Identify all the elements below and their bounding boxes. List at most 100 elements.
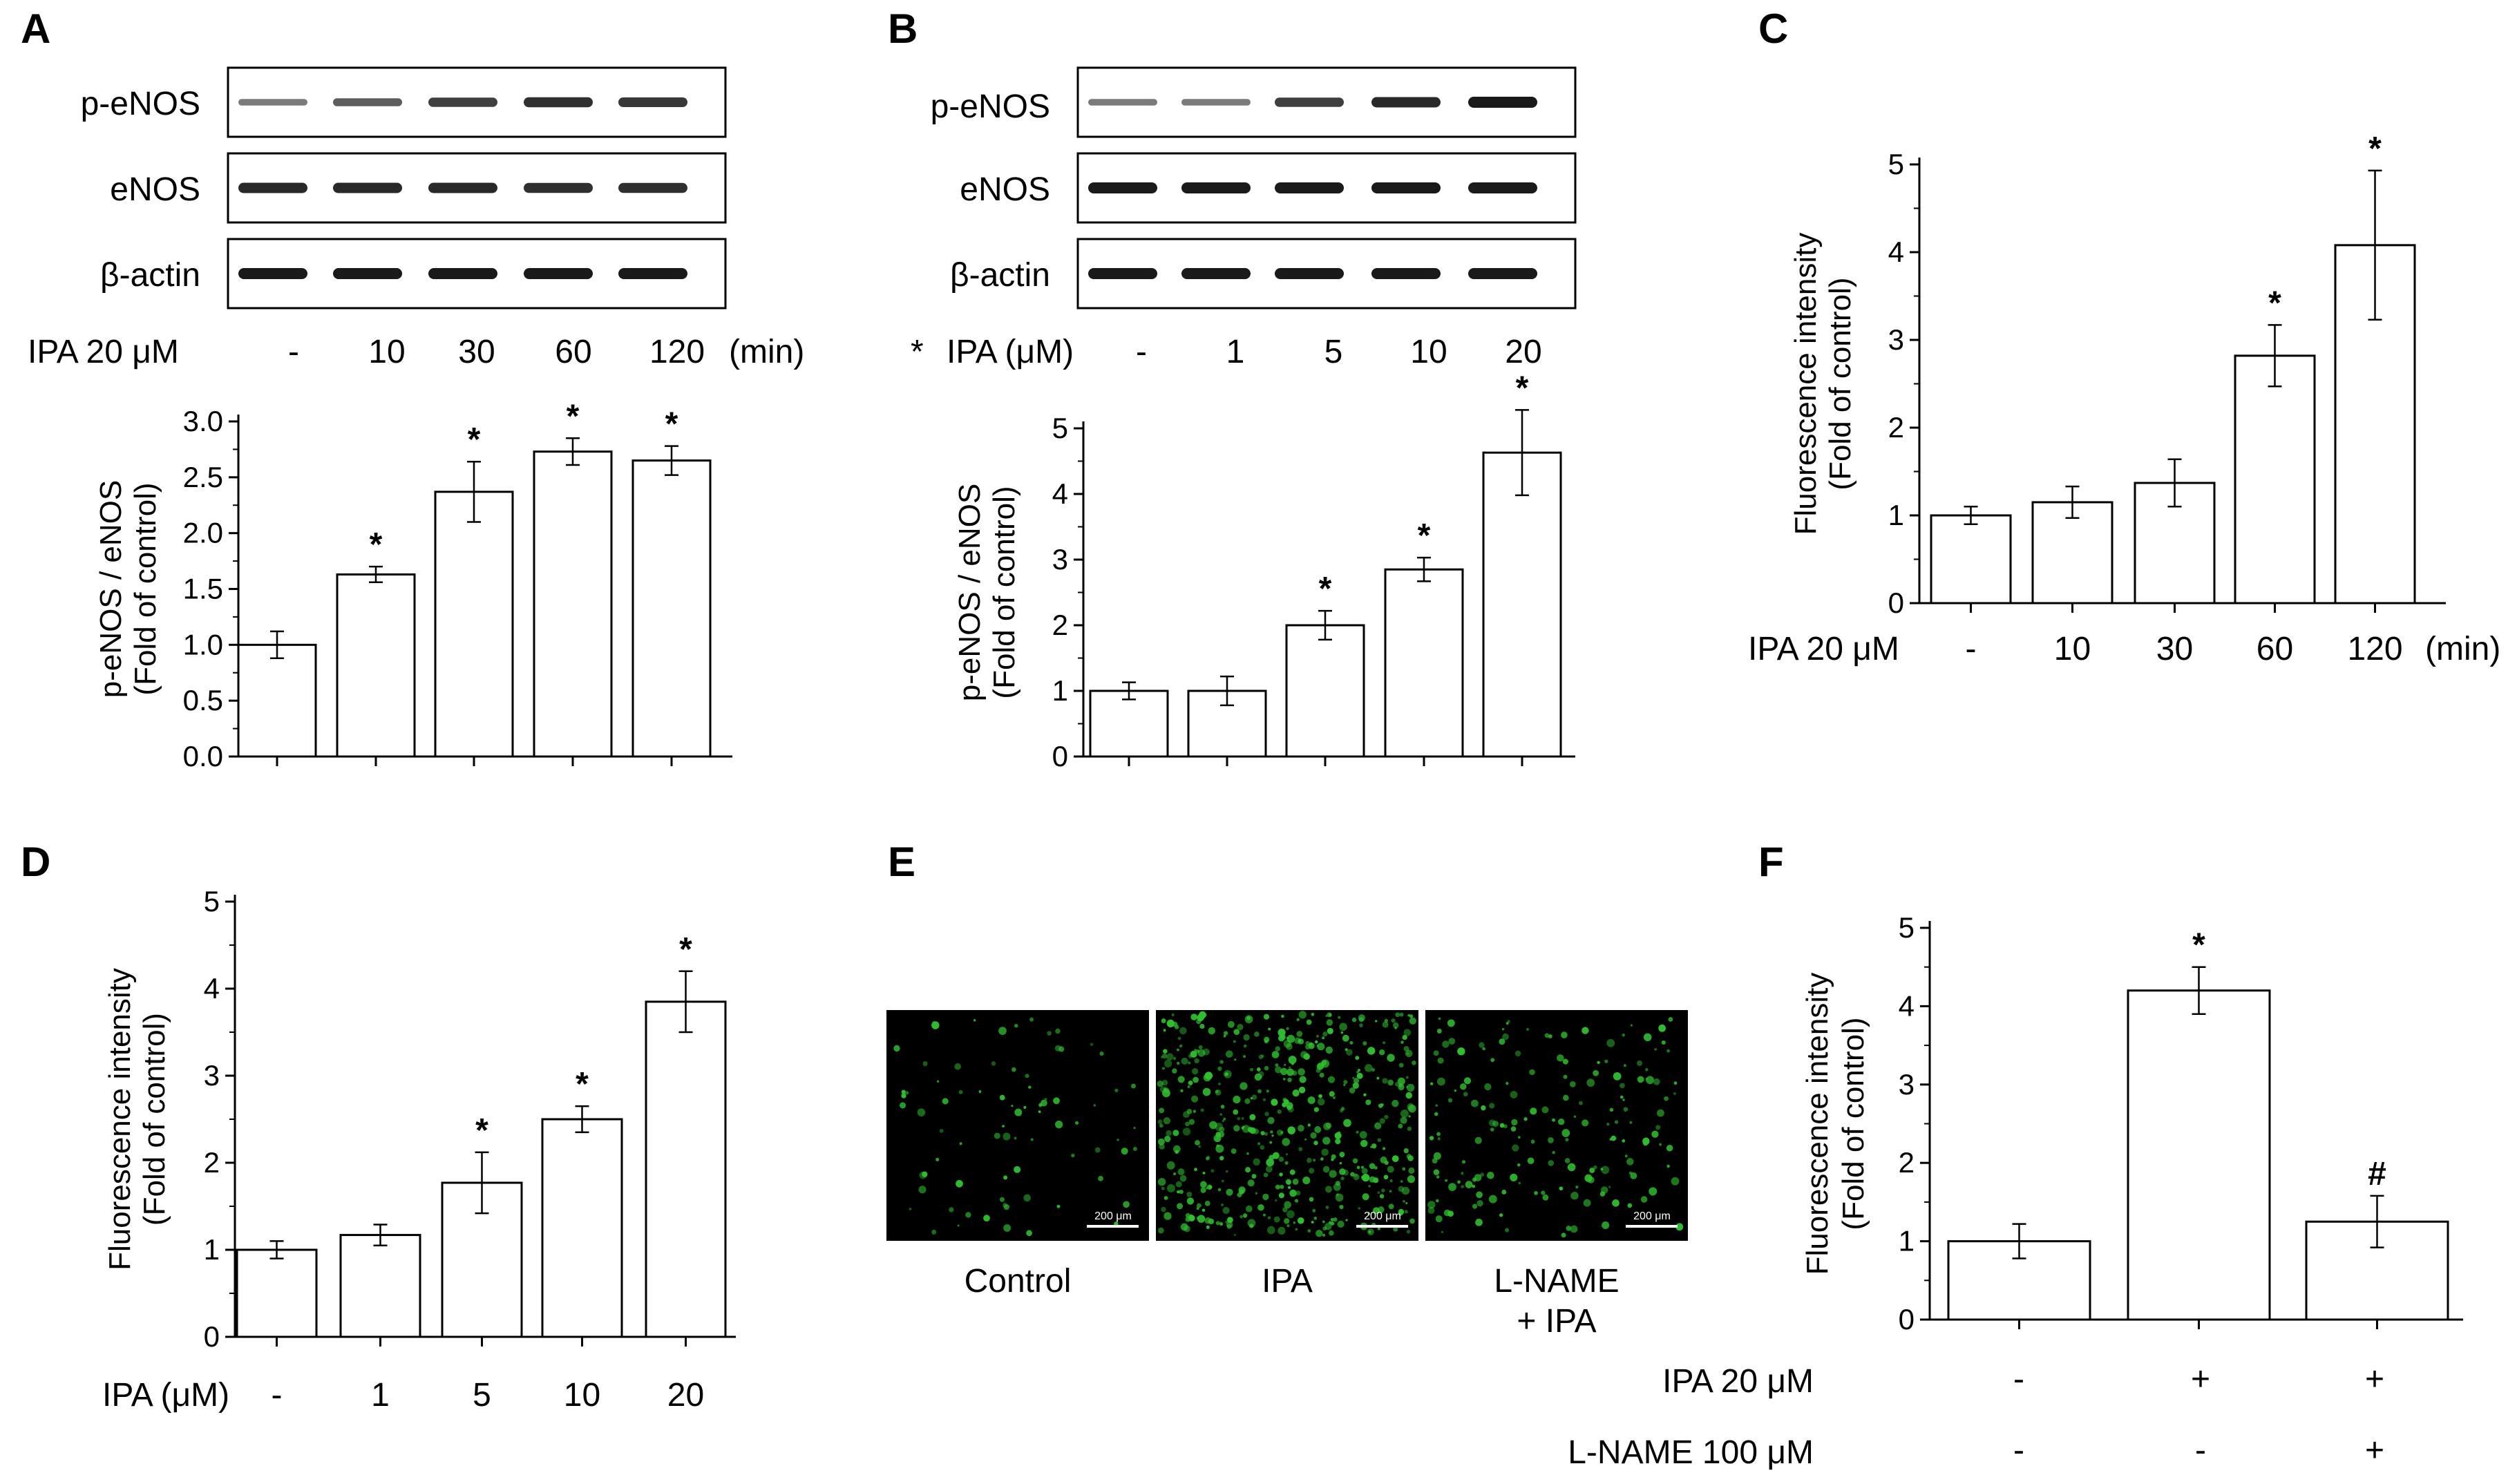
fluorescent-spot — [1375, 1020, 1378, 1022]
fluorescent-spot — [1307, 1123, 1311, 1127]
fluorescent-spot — [1374, 1122, 1382, 1130]
fluorescent-spot — [1292, 1090, 1300, 1097]
fluorescent-spot — [1569, 1081, 1576, 1087]
fluorescent-spot — [1304, 1138, 1307, 1141]
fluorescent-spot — [1406, 1085, 1409, 1088]
fluorescent-spot — [1204, 1014, 1207, 1016]
fluorescent-spot — [958, 1090, 963, 1094]
fluorescent-spot — [1030, 1138, 1034, 1141]
fluorescent-spot — [1114, 1221, 1119, 1226]
fluorescent-spot — [959, 1142, 962, 1145]
fluorescent-spot — [983, 1215, 990, 1222]
fluorescent-spot — [1611, 1135, 1617, 1141]
fluorescent-spot — [1219, 1222, 1224, 1226]
fluorescent-spot — [1011, 1105, 1014, 1107]
fluorescent-spot — [1398, 1063, 1404, 1068]
fluorescent-spot — [1262, 1193, 1269, 1201]
fluorescent-spot — [1429, 1136, 1434, 1141]
fluorescent-spot — [1257, 1089, 1262, 1094]
significance-marker: * — [567, 398, 580, 435]
fluorescent-spot — [1209, 1121, 1217, 1130]
significance-marker: * — [679, 931, 692, 968]
y-tick-label: 1 — [1899, 1225, 1915, 1257]
fluorescent-spot — [1314, 1126, 1322, 1133]
fluorescent-spot — [1482, 1047, 1485, 1051]
fluorescent-spot — [1219, 1060, 1224, 1064]
fluorescent-spot — [1177, 1036, 1181, 1040]
fluorescent-spot — [1570, 1191, 1579, 1200]
fluorescent-spot — [1223, 1034, 1226, 1038]
fluorescent-spot — [1438, 1017, 1441, 1020]
bar — [533, 450, 613, 758]
fluorescent-spot — [1286, 1068, 1294, 1076]
fluorescent-spot — [1199, 1181, 1207, 1188]
fluorescent-spot — [1548, 1136, 1554, 1143]
fluorescent-spot — [1281, 1014, 1284, 1018]
y-axis-subtitle: (Fold of control) — [137, 1013, 171, 1226]
fluorescent-spot — [1400, 1040, 1404, 1044]
blot-band — [524, 97, 593, 108]
fluorescent-spot — [1286, 1027, 1289, 1030]
panel-f-row-value: - — [2013, 1361, 2024, 1398]
bar-charts: 0.00.51.01.52.02.53.0p-eNOS / eNOS (Fold … — [94, 131, 2463, 1414]
micrograph-label-lname: L-NAME — [1494, 1263, 1619, 1300]
fluorescent-spot — [1362, 1193, 1369, 1201]
fluorescent-spot — [1565, 1138, 1569, 1142]
fluorescent-spot — [1640, 1196, 1648, 1203]
fluorescent-spot — [1346, 1049, 1353, 1056]
fluorescent-spot — [1166, 1053, 1174, 1060]
fluorescent-spot — [1437, 1077, 1445, 1086]
panel-f-row-value: + — [2365, 1432, 2384, 1469]
fluorescent-spot — [1239, 1082, 1248, 1090]
fluorescent-spot — [1564, 1158, 1570, 1163]
fluorescent-spot — [1627, 1203, 1633, 1208]
fluorescent-spot — [1273, 1216, 1280, 1223]
fluorescent-spot — [1298, 1011, 1307, 1019]
y-tick-label: 1 — [1888, 499, 1904, 531]
fluorescent-spot — [1367, 1047, 1376, 1055]
bar — [541, 1118, 623, 1338]
fluorescent-spot — [1358, 1014, 1365, 1022]
fluorescent-spot — [1606, 1123, 1610, 1126]
fluorescent-spot — [1593, 1165, 1597, 1170]
fluorescent-spot — [1666, 1144, 1673, 1152]
fluorescent-spot — [1180, 1089, 1184, 1093]
fluorescent-spot — [1245, 1205, 1253, 1212]
fluorescent-spot — [1251, 1174, 1257, 1179]
blot-band — [333, 98, 402, 106]
fluorescent-spot — [1264, 1112, 1269, 1116]
blot-band — [1275, 97, 1344, 107]
fluorescent-spot — [1659, 1143, 1662, 1146]
fluorescent-spot — [1292, 1178, 1299, 1185]
fluorescent-spot — [1461, 1185, 1465, 1189]
fluorescent-spot — [1175, 1181, 1182, 1188]
fluorescent-spot — [1387, 1079, 1394, 1086]
fluorescent-spot — [935, 1157, 940, 1161]
fluorescent-spot — [1463, 1092, 1468, 1097]
fluorescent-spot — [1353, 1078, 1360, 1084]
fluorescent-spot — [1337, 1220, 1345, 1228]
blot-b-condition-label: IPA (μM) — [947, 334, 1074, 370]
fluorescent-spot — [1166, 1130, 1172, 1136]
fluorescent-spot — [1187, 1085, 1190, 1088]
fluorescent-spot — [1163, 1117, 1171, 1125]
fluorescent-spot — [1567, 1163, 1576, 1172]
fluorescent-spot — [1377, 1191, 1380, 1195]
fluorescent-spot — [965, 1212, 971, 1218]
fluorescent-spot — [1512, 1144, 1519, 1152]
x-tick-label: 20 — [667, 1377, 704, 1414]
fluorescent-spot — [1264, 1065, 1269, 1071]
fluorescent-spot — [1358, 1207, 1361, 1210]
panel-f-condition-rows: IPA 20 μM L-NAME 100 μM - + + - - + — [1568, 1361, 2384, 1471]
fluorescent-spot — [1343, 1083, 1346, 1087]
y-tick-label: 4 — [1052, 477, 1068, 510]
fluorescent-spot — [1436, 1199, 1439, 1203]
fluorescent-spot — [1269, 1154, 1275, 1161]
y-axis-subtitle: (Fold of control) — [129, 482, 162, 695]
bar — [237, 643, 317, 758]
fluorescent-spot — [1332, 1096, 1336, 1099]
fluorescent-spot — [998, 1027, 1007, 1036]
fluorescent-spot — [1177, 1061, 1180, 1065]
x-tick-label: 5 — [473, 1377, 491, 1414]
fluorescent-spot — [1403, 1029, 1412, 1036]
